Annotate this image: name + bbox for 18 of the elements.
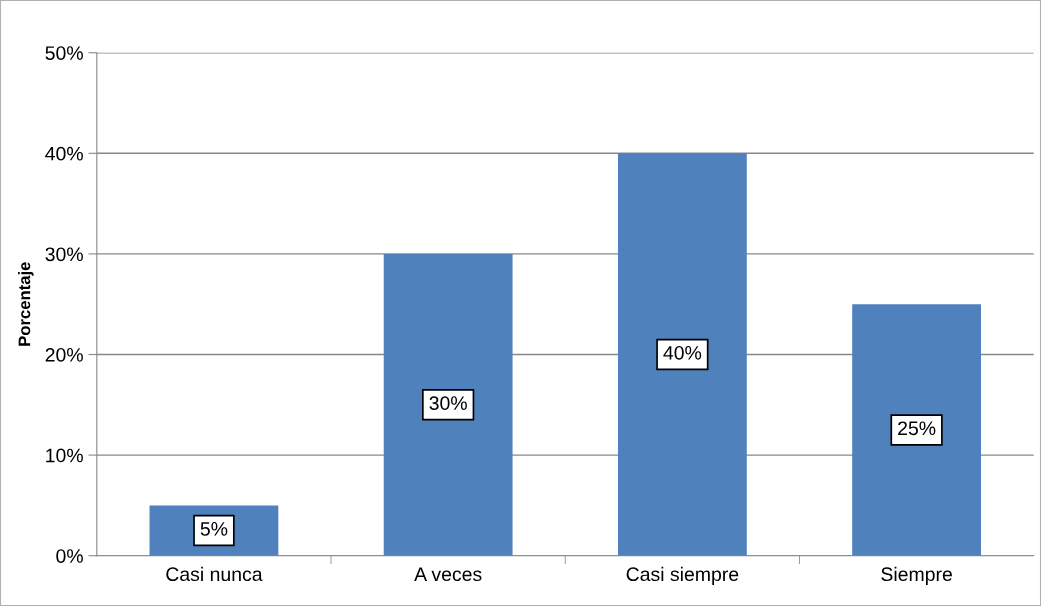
x-tick-label: Casi nunca bbox=[166, 566, 263, 582]
y-tick-label: 0% bbox=[56, 549, 83, 563]
data-label: 40% bbox=[663, 345, 702, 360]
data-label: 25% bbox=[898, 421, 936, 436]
x-tick-label: Casi siempre bbox=[626, 566, 739, 585]
y-tick-label: 10% bbox=[46, 448, 83, 463]
data-label: 30% bbox=[429, 396, 467, 411]
bar bbox=[617, 153, 747, 556]
data-label: 5% bbox=[200, 522, 228, 536]
y-tick-label: 50% bbox=[45, 46, 83, 60]
x-tick-label: Siempre bbox=[881, 566, 952, 585]
y-axis-title: Porcentaje bbox=[18, 262, 34, 346]
y-tick-label: 40% bbox=[45, 146, 83, 161]
bar bbox=[852, 304, 982, 556]
bar bbox=[383, 253, 513, 556]
x-tick-label: A veces bbox=[414, 567, 482, 582]
y-tick-label: 30% bbox=[45, 247, 83, 262]
y-tick-label: 20% bbox=[45, 347, 83, 362]
